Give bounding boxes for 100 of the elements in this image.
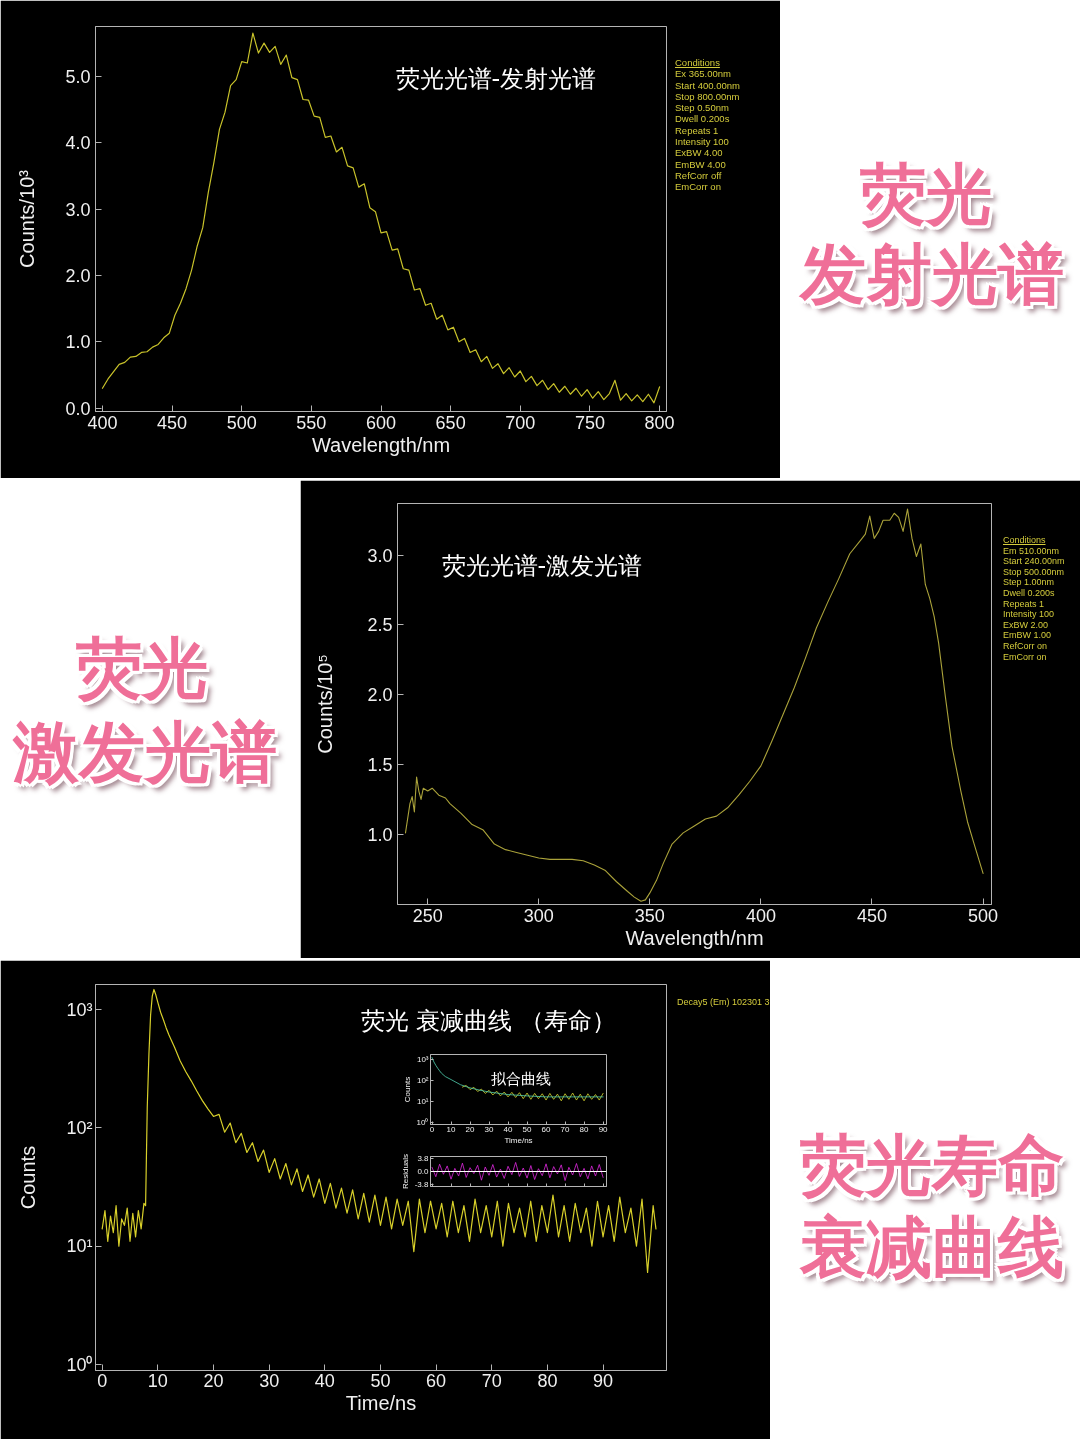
x-tick-label: 20 [203,1370,224,1391]
x-tick-label: 30 [259,1370,280,1391]
y-axis-title: Residuals [400,1153,410,1190]
text: Step 1.00nm [1003,577,1055,588]
text: 荧光 [76,629,208,709]
x-axis-title: Wavelength/nm [625,926,764,949]
text: 衰减曲线 [800,1208,1064,1288]
x-tick-label: 90 [593,1370,614,1391]
x-tick-label: 80 [537,1370,558,1391]
y-tick-label: 3.8 [417,1153,430,1163]
text: Em 510.00nm [1003,545,1060,557]
text: 激发光谱 [13,713,277,793]
text: Step 0.50nm [675,102,729,114]
text: Start 240.00nm [1003,556,1065,567]
text: ExBW 4.00 [675,147,723,159]
text: EmBW 1.00 [1003,630,1052,641]
x-tick-label: 10 [446,1124,457,1134]
text: ExBW 2.00 [1003,619,1049,631]
x-tick-label: 750 [574,412,605,433]
x-tick-label: 400 [745,905,776,926]
text: 荧光光谱-激发光谱 [441,551,643,580]
text: Dwell 0.200s [1003,587,1055,599]
text: 荧光寿命 [800,1126,1064,1206]
x-tick-label: 60 [426,1370,447,1391]
y-tick-label: 0.0 [65,398,91,419]
y-tick-label: 2.0 [65,265,91,286]
text: EmCorr on [1003,651,1047,663]
text: RefCorr on [1003,640,1048,652]
text: Ex 365.00nm [675,68,731,80]
x-tick-label: 70 [481,1370,502,1391]
text: Decay5 (Em) 102301 3 [677,996,770,1008]
y-tick-label: 10¹ [66,1236,93,1257]
y-tick-label: 10³ [66,999,93,1020]
x-tick-label: 350 [634,905,665,926]
y-tick-label: 3.0 [367,545,393,566]
text: Intensity 100 [1003,609,1055,620]
x-axis-title: Time/ns [345,1391,417,1414]
x-tick-label: 0 [97,1370,108,1391]
y-tick-label: 10¹ [416,1097,429,1107]
y-tick-label: 1.5 [367,755,393,776]
x-tick-label: 800 [644,412,675,433]
y-tick-label: 3.0 [65,199,91,220]
y-tick-label: 0.0 [417,1167,430,1176]
text: Stop 500.00nm [1003,566,1065,578]
y-axis-title: Counts/10⁵ [314,654,337,754]
y-tick-label: 10³ [416,1055,429,1065]
text: EmBW 4.00 [675,158,726,170]
x-tick-label: 550 [296,412,327,433]
y-axis-title: Counts/10³ [16,169,39,268]
x-tick-label: 500 [968,905,999,926]
y-tick-label: 5.0 [65,66,91,87]
text: 发射光谱 [800,235,1064,315]
text: Intensity 100 [675,136,729,148]
x-tick-label: 600 [365,412,397,433]
y-tick-label: 10⁰ [416,1118,429,1128]
y-tick-label: 1.0 [367,824,393,845]
y-tick-label: 10² [416,1076,429,1086]
x-tick-label: 40 [314,1370,335,1391]
x-tick-label: 50 [370,1370,391,1391]
x-tick-label: 70 [560,1124,571,1134]
x-tick-label: 650 [435,412,466,433]
y-axis-title: Counts [17,1145,40,1210]
x-tick-label: 250 [412,905,443,926]
text: 荧光光谱-发射光谱 [395,64,597,93]
text: RefCorr off [675,169,722,182]
x-tick-label: 60 [541,1124,552,1134]
x-tick-label: 0 [429,1124,435,1134]
x-axis-title: Time/ns [504,1135,533,1145]
y-tick-label: -3.8 [414,1180,430,1190]
x-tick-label: 10 [147,1370,168,1391]
text: Stop 800.00nm [675,90,740,103]
x-tick-label: 80 [579,1124,590,1134]
x-tick-label: 50 [522,1124,533,1134]
x-tick-label: 90 [598,1124,609,1134]
y-tick-label: 10² [66,1117,93,1138]
y-tick-label: 10⁰ [66,1354,93,1375]
x-tick-label: 500 [226,412,257,433]
x-tick-label: 450 [856,905,888,926]
text: Conditions [1003,535,1046,546]
y-tick-label: 4.0 [65,133,91,154]
text: Repeats 1 [675,124,719,137]
x-tick-label: 40 [503,1124,514,1134]
y-tick-label: 2.0 [367,685,393,706]
text: Start 400.00nm [675,79,740,91]
text: Repeats 1 [1003,598,1045,610]
text: 荧光 衰减曲线 （寿命） [360,1006,616,1035]
x-tick-label: 300 [523,905,554,926]
text: Conditions [675,57,720,69]
text: EmCorr on [675,181,721,193]
x-tick-label: 450 [157,412,188,433]
text: Dwell 0.200s [675,113,730,125]
text: 拟合曲线 [490,1069,551,1088]
x-tick-label: 30 [484,1124,495,1134]
x-axis-title: Wavelength/nm [311,433,451,456]
y-tick-label: 1.0 [65,332,91,353]
x-tick-label: 20 [465,1124,476,1134]
y-tick-label: 2.5 [367,615,393,636]
text: 荧光 [859,155,992,235]
y-axis-title: Counts [402,1076,412,1103]
x-tick-label: 700 [505,412,536,433]
